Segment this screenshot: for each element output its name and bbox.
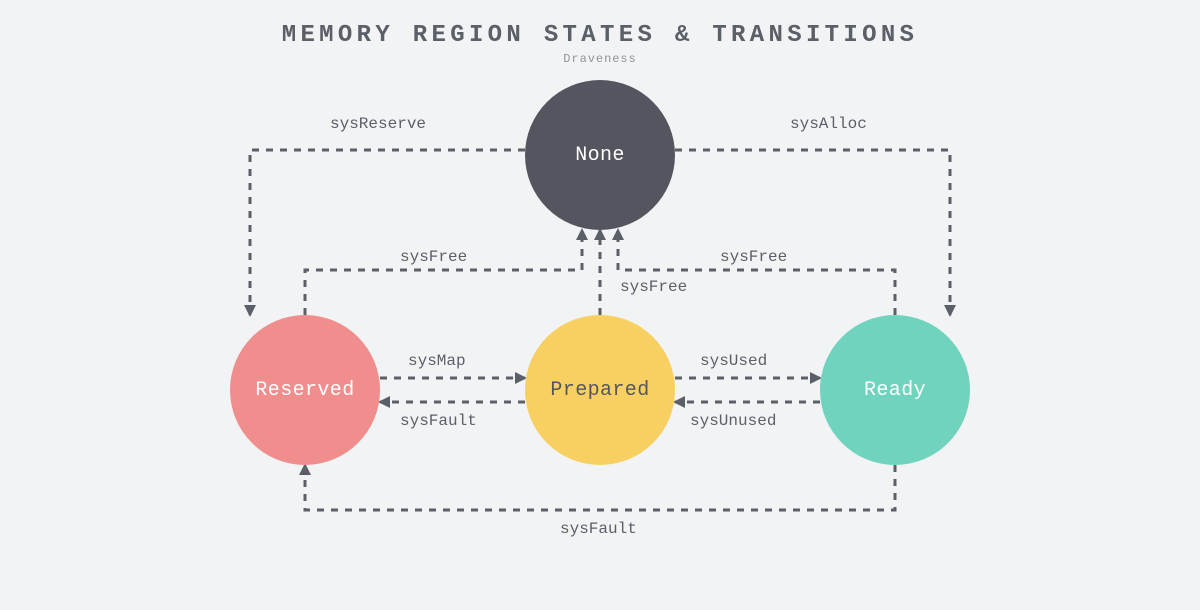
edge-label-sysUsed: sysUsed: [700, 352, 767, 370]
state-label: Reserved: [255, 379, 354, 402]
edge-sysFault_ready: [305, 465, 895, 510]
edge-label-sysReserve: sysReserve: [330, 115, 426, 133]
state-reserved: Reserved: [230, 315, 380, 465]
edge-sysAlloc: [675, 150, 950, 315]
edge-label-sysUnused: sysUnused: [690, 412, 776, 430]
state-label: Ready: [864, 379, 926, 402]
edge-label-sysAlloc: sysAlloc: [790, 115, 867, 133]
edge-sysReserve: [250, 150, 525, 315]
edge-label-sysFault_ready: sysFault: [560, 520, 637, 538]
edge-label-sysFree_ready: sysFree: [720, 248, 787, 266]
edge-sysFree_reserved: [305, 230, 582, 315]
edge-label-sysFault_pr: sysFault: [400, 412, 477, 430]
edge-label-sysFree_reserved: sysFree: [400, 248, 467, 266]
diagram-stage: MEMORY REGION STATES & TRANSITIONS Drave…: [0, 0, 1200, 610]
state-prepared: Prepared: [525, 315, 675, 465]
edge-sysFree_ready: [618, 230, 895, 315]
state-label: None: [575, 144, 625, 167]
state-ready: Ready: [820, 315, 970, 465]
edge-label-sysMap: sysMap: [408, 352, 466, 370]
edge-label-sysFree_prepared: sysFree: [620, 278, 687, 296]
state-label: Prepared: [550, 379, 649, 402]
state-none: None: [525, 80, 675, 230]
